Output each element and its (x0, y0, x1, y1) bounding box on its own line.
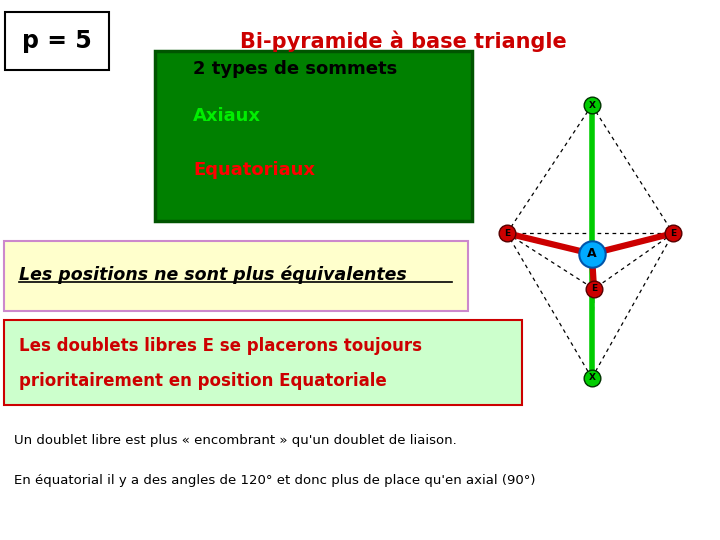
Text: En équatorial il y a des angles de 120° et donc plus de place qu'en axial (90°): En équatorial il y a des angles de 120° … (14, 474, 536, 487)
Text: X: X (588, 101, 595, 110)
Text: Les doublets libres E se placerons toujours: Les doublets libres E se placerons toujo… (19, 336, 423, 355)
FancyBboxPatch shape (4, 241, 468, 310)
FancyBboxPatch shape (4, 320, 522, 405)
FancyBboxPatch shape (5, 12, 109, 70)
Text: p = 5: p = 5 (22, 29, 91, 53)
Text: 2 types de sommets: 2 types de sommets (193, 60, 397, 78)
Text: E: E (670, 229, 676, 238)
FancyBboxPatch shape (155, 51, 472, 221)
Text: E: E (591, 285, 597, 293)
Text: Les positions ne sont plus équivalentes: Les positions ne sont plus équivalentes (19, 265, 408, 284)
Text: E: E (504, 229, 510, 238)
Text: X: X (588, 374, 595, 382)
Text: prioritairement en position Equatoriale: prioritairement en position Equatoriale (19, 372, 387, 390)
Text: Bi-pyramide à base triangle: Bi-pyramide à base triangle (240, 30, 567, 52)
Text: A: A (587, 247, 597, 260)
Text: Equatoriaux: Equatoriaux (193, 161, 315, 179)
Text: Un doublet libre est plus « encombrant » qu'un doublet de liaison.: Un doublet libre est plus « encombrant »… (14, 434, 457, 447)
Text: Axiaux: Axiaux (193, 107, 261, 125)
